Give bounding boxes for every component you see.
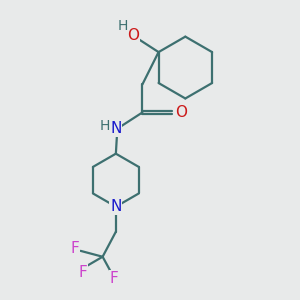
Text: F: F	[78, 265, 87, 280]
Text: N: N	[110, 121, 122, 136]
Text: H: H	[100, 119, 110, 133]
Text: H: H	[117, 19, 128, 33]
Text: F: F	[110, 271, 118, 286]
Text: O: O	[128, 28, 140, 44]
Text: F: F	[71, 241, 80, 256]
Text: O: O	[175, 105, 187, 120]
Text: N: N	[110, 199, 122, 214]
